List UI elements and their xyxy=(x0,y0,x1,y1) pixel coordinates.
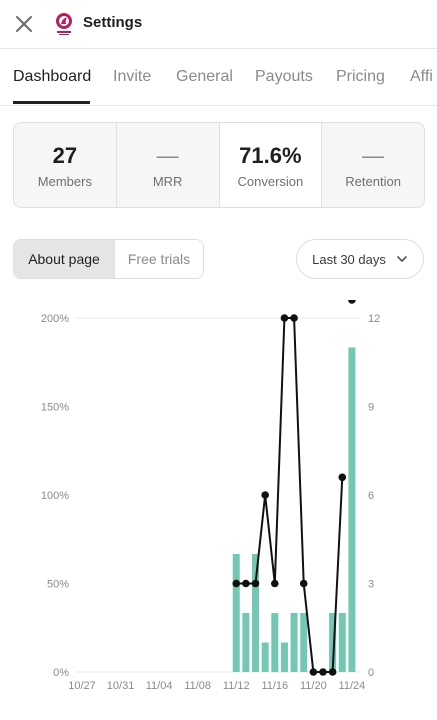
stat-retention[interactable]: — Retention xyxy=(322,123,424,207)
conversion-point xyxy=(280,314,289,322)
left-axis-tick-label: 0% xyxy=(53,667,69,679)
tab-payouts[interactable]: Payouts xyxy=(255,68,313,85)
x-axis-tick-label: 10/31 xyxy=(107,680,135,692)
chart-bar xyxy=(232,554,240,672)
x-axis-tick-label: 11/24 xyxy=(339,680,366,692)
conversion-point xyxy=(338,473,347,482)
x-axis-tick-label: 11/16 xyxy=(261,680,288,692)
stat-conversion-label: Conversion xyxy=(237,173,304,189)
tab-dashboard[interactable]: Dashboard xyxy=(13,68,92,85)
chart-bar xyxy=(261,642,269,672)
brand-logo-icon xyxy=(56,13,72,35)
conversion-point xyxy=(261,491,269,499)
chart-bar xyxy=(290,613,298,672)
stat-members-label: Members xyxy=(37,173,92,189)
x-axis-tick-label: 11/20 xyxy=(300,680,327,692)
x-axis-tick-label: 11/12 xyxy=(223,680,250,692)
about-page-option[interactable]: About page xyxy=(14,240,114,278)
stat-conversion-value: 71.6% xyxy=(239,142,302,168)
right-axis-tick-label: 6 xyxy=(368,490,374,502)
stat-conversion[interactable]: 71.6% Conversion xyxy=(219,123,323,207)
conversion-point xyxy=(348,300,356,304)
tab-bar: Dashboard Invite General Payouts Pricing… xyxy=(0,48,437,106)
left-axis-tick-label: 150% xyxy=(41,402,69,414)
chart-bar xyxy=(280,642,288,672)
chart-bar xyxy=(348,347,356,672)
stat-retention-value: — xyxy=(362,142,385,168)
chart-bar xyxy=(338,613,346,672)
stat-mrr[interactable]: — MRR xyxy=(117,123,220,207)
chart-bar xyxy=(242,613,250,672)
tab-general[interactable]: General xyxy=(176,68,233,85)
right-axis-tick-label: 12 xyxy=(368,313,380,325)
date-range-dropdown[interactable]: Last 30 days xyxy=(296,239,424,279)
stat-mrr-value: — xyxy=(156,142,179,168)
chevron-down-icon xyxy=(397,256,407,262)
stats-panel: 27 Members — MRR 71.6% Conversion — Rete… xyxy=(13,122,425,208)
chart-bar xyxy=(271,613,279,672)
close-icon xyxy=(16,16,32,32)
right-axis-tick-label: 9 xyxy=(368,402,374,414)
conversion-point xyxy=(319,668,327,676)
close-button[interactable] xyxy=(10,10,38,38)
stat-members[interactable]: 27 Members xyxy=(14,123,117,207)
tab-invite[interactable]: Invite xyxy=(113,68,152,85)
right-axis-tick-label: 0 xyxy=(368,667,374,679)
x-axis-tick-label: 11/08 xyxy=(184,680,211,692)
date-range-label: Last 30 days xyxy=(312,251,386,267)
left-axis-tick-label: 50% xyxy=(47,579,69,591)
conversion-chart: 0% 50% 100% 150% 200% 0 3 6 9 12 10/27 10/31 11/04 11… xyxy=(41,300,380,692)
source-toggle: About page Free trials xyxy=(13,239,204,279)
conversion-point xyxy=(242,579,250,588)
conversion-point xyxy=(232,579,241,588)
stat-retention-label: Retention xyxy=(345,173,401,189)
x-axis-tick-label: 11/04 xyxy=(146,680,173,692)
chart-bar xyxy=(329,613,337,672)
conversion-point xyxy=(251,579,260,588)
conversion-point xyxy=(271,579,279,588)
free-trials-option[interactable]: Free trials xyxy=(114,240,203,278)
conversion-point xyxy=(309,668,318,676)
conversion-point xyxy=(299,579,308,588)
right-axis-tick-label: 3 xyxy=(368,579,374,591)
conversion-point xyxy=(290,314,298,322)
conversion-point xyxy=(328,668,337,676)
tab-affiliates[interactable]: Affi xyxy=(410,68,433,85)
top-bar: Settings xyxy=(0,0,437,49)
stat-mrr-label: MRR xyxy=(152,173,183,189)
chart-bar xyxy=(252,554,260,672)
x-axis-tick-label: 10/27 xyxy=(68,680,96,692)
page-title: Settings xyxy=(83,14,143,31)
tab-pricing[interactable]: Pricing xyxy=(336,68,385,85)
left-axis-tick-label: 100% xyxy=(41,490,69,502)
chart-bar xyxy=(300,613,308,672)
left-axis-tick-label: 200% xyxy=(41,313,69,325)
active-tab-indicator xyxy=(13,101,90,104)
stat-members-value: 27 xyxy=(52,142,78,168)
